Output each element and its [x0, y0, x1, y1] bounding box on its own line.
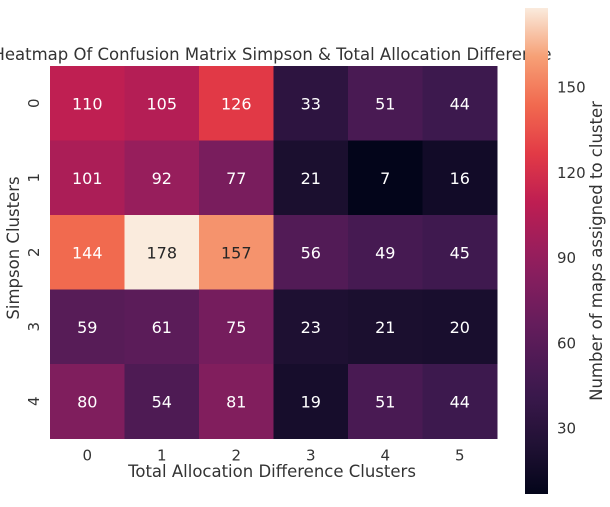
heatmap-cell: [50, 66, 125, 141]
heatmap-cell: [199, 140, 274, 216]
y-axis-ticks: 0 1 2 3 4: [25, 98, 43, 406]
heatmap-cell: [348, 66, 423, 141]
cell-value-label: 92: [152, 169, 172, 188]
cell-value-label: 80: [77, 392, 97, 411]
colorbar-tick-label: 120: [557, 164, 586, 182]
heatmap-cell: [422, 66, 498, 141]
cell-value-label: 101: [72, 169, 103, 188]
x-axis-label: Total Allocation Difference Clusters: [127, 462, 416, 481]
heatmap-cell: [199, 289, 274, 365]
x-axis-ticks: 0 1 2 3 4 5: [82, 447, 464, 465]
colorbar-tick-label: 60: [557, 334, 576, 352]
cell-value-label: 51: [375, 94, 395, 113]
heatmap-cell: [422, 215, 498, 290]
x-tick-label: 1: [157, 447, 167, 465]
chart-title: Heatmap Of Confusion Matrix Simpson & To…: [0, 45, 552, 64]
colorbar-label: Number of maps assigned to cluster: [587, 101, 606, 401]
heatmap-cell: [273, 289, 349, 365]
x-tick-label: 2: [231, 447, 241, 465]
heatmap-cell: [422, 289, 498, 365]
heatmap-cell: [348, 215, 423, 290]
heatmap-cell: [348, 364, 423, 439]
colorbar-ticks: 30 60 90 120 150: [557, 79, 586, 438]
x-tick-label: 5: [455, 447, 465, 465]
x-tick-label: 4: [380, 447, 390, 465]
heatmap-cell: [199, 215, 274, 290]
colorbar-tick-label: 90: [557, 249, 576, 267]
cell-value-label: 33: [301, 94, 321, 113]
y-tick-label: 4: [25, 396, 43, 406]
cell-value-label: 105: [146, 94, 177, 113]
y-tick-label: 2: [25, 247, 43, 257]
heatmap-cell-labels: 110 105 126 33 51 44 101 92 77 21 7 16 144 178 157 56 49…: [72, 94, 470, 411]
cell-value-label: 144: [72, 243, 103, 262]
x-tick-label: 0: [82, 447, 92, 465]
heatmap-cell: [199, 364, 274, 439]
y-axis-label: Simpson Clusters: [4, 176, 23, 319]
cell-value-label: 56: [301, 243, 321, 262]
heatmap-cell: [124, 215, 200, 290]
cell-value-label: 23: [301, 318, 321, 337]
colorbar: [525, 8, 548, 494]
heatmap-cell: [50, 364, 125, 439]
heatmap-cell: [422, 140, 498, 216]
cell-value-label: 7: [380, 169, 390, 188]
colorbar-tick-label: 150: [557, 79, 586, 97]
cell-value-label: 157: [221, 243, 252, 262]
cell-value-label: 59: [77, 318, 97, 337]
cell-value-label: 44: [450, 94, 470, 113]
colorbar-tick-label: 30: [557, 420, 576, 438]
heatmap-cells: [50, 66, 498, 439]
heatmap-cell: [124, 140, 200, 216]
cell-value-label: 178: [146, 243, 177, 262]
x-tick-label: 3: [306, 447, 316, 465]
heatmap-cell: [124, 364, 200, 439]
cell-value-label: 44: [450, 392, 470, 411]
heatmap-cell: [199, 66, 274, 141]
y-tick-label: 3: [25, 322, 43, 332]
y-tick-label: 0: [25, 98, 43, 108]
cell-value-label: 19: [301, 392, 321, 411]
cell-value-label: 61: [152, 318, 172, 337]
heatmap-cell: [50, 140, 125, 216]
heatmap-cell: [273, 215, 349, 290]
cell-value-label: 51: [375, 392, 395, 411]
cell-value-label: 75: [226, 318, 246, 337]
cell-value-label: 126: [221, 94, 252, 113]
cell-value-label: 81: [226, 392, 246, 411]
cell-value-label: 21: [375, 318, 395, 337]
cell-value-label: 21: [301, 169, 321, 188]
cell-value-label: 54: [152, 392, 172, 411]
cell-value-label: 77: [226, 169, 246, 188]
heatmap-cell: [422, 364, 498, 439]
cell-value-label: 45: [450, 243, 470, 262]
heatmap-cell: [273, 66, 349, 141]
cell-value-label: 20: [450, 318, 470, 337]
heatmap-cell: [50, 289, 125, 365]
heatmap-cell: [50, 215, 125, 290]
heatmap-cell: [124, 66, 200, 141]
heatmap-cell: [348, 289, 423, 365]
heatmap-cell: [348, 140, 423, 216]
y-tick-label: 1: [25, 173, 43, 183]
heatmap-cell: [124, 289, 200, 365]
heatmap-cell: [273, 140, 349, 216]
heatmap-cell: [273, 364, 349, 439]
cell-value-label: 16: [450, 169, 470, 188]
cell-value-label: 49: [375, 243, 395, 262]
cell-value-label: 110: [72, 94, 103, 113]
